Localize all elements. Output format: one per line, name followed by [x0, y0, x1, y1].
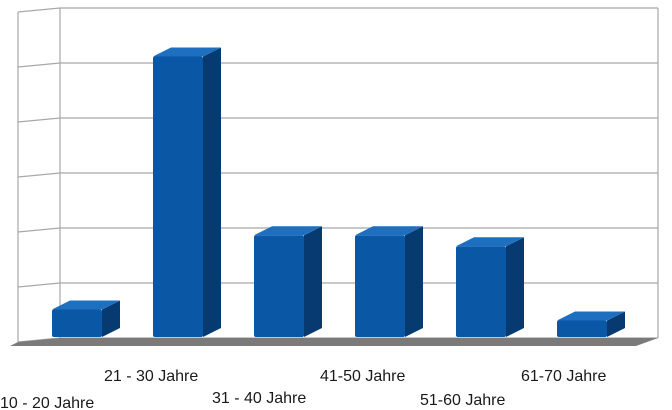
bar-top — [355, 226, 423, 236]
category-labels: 10 - 20 Jahre 21 - 30 Jahre 31 - 40 Jahre 4… — [0, 368, 606, 410]
bar-front — [153, 56, 203, 337]
bar-side — [203, 47, 221, 337]
category-label: 21 - 30 Jahre — [104, 368, 198, 385]
bar — [355, 226, 423, 337]
side-wall-gridline — [17, 282, 61, 288]
bar-side — [607, 311, 625, 337]
bar-side — [102, 300, 120, 337]
bar — [254, 226, 322, 337]
bar-front — [355, 235, 405, 337]
bar-top — [456, 237, 524, 247]
bar-top — [254, 226, 322, 236]
side-wall-gridline — [17, 62, 61, 68]
side-wall-gridline — [17, 117, 61, 123]
gridlines — [17, 7, 659, 343]
chart-floor — [10, 338, 658, 346]
floor-plane — [10, 338, 658, 346]
side-wall-gridline — [17, 7, 61, 13]
bar-front — [557, 320, 607, 337]
bar — [52, 300, 120, 337]
bar — [557, 311, 625, 337]
side-wall-gridline — [17, 227, 61, 233]
bar — [456, 237, 524, 337]
bar-side — [304, 226, 322, 337]
bar-side — [506, 237, 524, 337]
bar-front — [456, 246, 506, 337]
category-label: 31 - 40 Jahre — [212, 390, 306, 407]
bar-front — [254, 235, 304, 337]
bar-side — [405, 226, 423, 337]
bar-top — [557, 311, 625, 321]
side-wall-gridline — [17, 172, 61, 178]
bar-top — [153, 47, 221, 57]
bars — [52, 47, 625, 337]
category-label: 61-70 Jahre — [521, 368, 606, 385]
category-label: 10 - 20 Jahre — [0, 395, 94, 410]
bar-front — [52, 309, 102, 337]
bar — [153, 47, 221, 337]
category-label: 51-60 Jahre — [420, 392, 505, 409]
bar-top — [52, 300, 120, 310]
category-label: 41-50 Jahre — [320, 368, 405, 385]
